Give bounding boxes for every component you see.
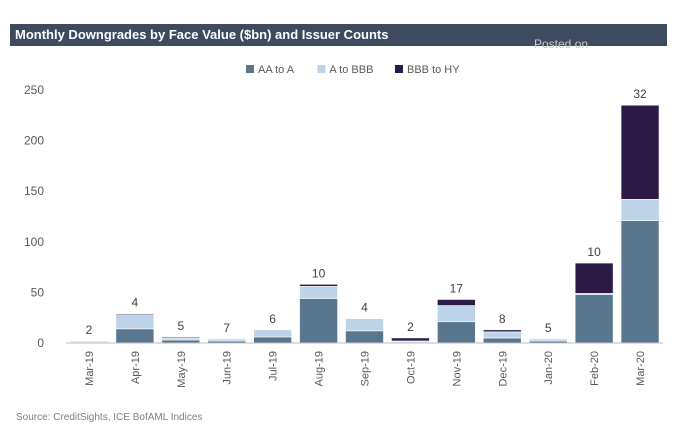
issuer-count-Jul-19: 6 [269, 312, 276, 326]
bar-Aug-19-series-0 [299, 298, 338, 344]
issuer-count-May-19: 5 [177, 319, 184, 333]
issuer-count-Nov-19: 17 [450, 281, 464, 295]
bar-Oct-19-series-2 [391, 337, 430, 342]
legend-label-2: BBB to HY [407, 64, 460, 76]
bar-Sep-19-series-0 [345, 330, 384, 344]
issuer-count-Mar-19: 2 [86, 323, 93, 337]
x-tick-label-Jun-19: Jun-19 [222, 351, 234, 385]
legend: AA to A A to BBB BBB to HY [246, 64, 460, 76]
bar-Nov-19-series-2 [437, 299, 476, 306]
bar-Dec-19-series-2 [482, 329, 522, 333]
issuer-count-Dec-19: 8 [499, 312, 506, 326]
bars [69, 104, 660, 344]
y-tick-label-0: 0 [37, 336, 44, 350]
watermark-text: Posted on [534, 37, 589, 51]
bar-Nov-19-series-1 [437, 305, 476, 323]
issuer-count-labels: 2 4 5 7 6 10 4 2 17 8 5 10 32 [86, 87, 647, 337]
bar-Jul-19-series-0 [253, 336, 292, 344]
x-axis: Mar-19 Apr-19 May-19 Jun-19 Jul-19 Aug-19 Sep-… [66, 342, 663, 388]
issuer-count-Sep-19: 4 [361, 301, 368, 315]
legend-swatch-2 [395, 65, 403, 73]
issuer-count-Mar-20: 32 [633, 87, 647, 101]
y-tick-label-4: 200 [24, 134, 44, 148]
bar-Nov-19-series-0 [437, 321, 476, 344]
bar-Feb-20-series-0 [574, 294, 614, 344]
x-tick-label-May-19: May-19 [176, 351, 188, 388]
y-axis: 0 50 100 150 200 250 [24, 83, 44, 350]
issuer-count-Feb-20: 10 [587, 245, 601, 259]
issuer-count-Apr-19: 4 [132, 296, 139, 310]
bar-Mar-20-series-2 [620, 104, 660, 200]
issuer-count-Aug-19: 10 [312, 266, 326, 280]
bar-Aug-19-series-1 [299, 286, 338, 299]
bar-Sep-19-series-1 [345, 318, 384, 332]
x-tick-label-Dec-19: Dec-19 [497, 351, 509, 386]
bar-Jan-20-series-1 [528, 338, 568, 342]
x-tick-label-Mar-20: Mar-20 [635, 351, 647, 386]
bar-Apr-19-series-1 [115, 314, 155, 330]
bar-Dec-19-series-1 [482, 331, 522, 339]
legend-swatch-0 [246, 65, 254, 73]
legend-swatch-1 [317, 65, 326, 73]
x-tick-label-Aug-19: Aug-19 [314, 351, 326, 386]
bar-Mar-19-series-1 [69, 340, 109, 343]
issuer-count-Jun-19: 7 [223, 321, 230, 335]
y-tick-label-5: 250 [24, 83, 44, 97]
bar-Feb-20-series-2 [574, 262, 614, 294]
bar-May-19-series-2 [161, 336, 201, 339]
legend-label-1: A to BBB [329, 64, 373, 76]
x-tick-label-Jul-19: Jul-19 [268, 351, 280, 381]
x-tick-label-Apr-19: Apr-19 [130, 351, 142, 384]
bar-Mar-20-series-1 [620, 198, 660, 221]
bar-Mar-20-series-0 [620, 220, 660, 344]
x-tick-label-Oct-19: Oct-19 [405, 351, 417, 384]
y-tick-label-3: 150 [24, 184, 44, 198]
bar-May-19-series-1 [161, 337, 201, 341]
bar-Aug-19-series-2 [299, 284, 338, 287]
bar-Dec-19-series-0 [482, 337, 522, 344]
source-note: Source: CreditSights, ICE BofAML Indices [16, 412, 203, 423]
y-tick-label-2: 100 [24, 235, 44, 249]
bar-Jun-19-series-1 [207, 338, 247, 342]
y-tick-label-1: 50 [31, 285, 45, 299]
x-tick-label-Mar-19: Mar-19 [84, 351, 96, 386]
issuer-count-Jan-20: 5 [545, 321, 552, 335]
chart-title: Monthly Downgrades by Face Value ($bn) a… [10, 24, 667, 46]
x-tick-label-Sep-19: Sep-19 [360, 351, 372, 386]
bar-Apr-19-series-0 [115, 328, 155, 344]
x-tick-label-Nov-19: Nov-19 [451, 351, 463, 386]
issuer-count-Oct-19: 2 [407, 320, 414, 334]
legend-label-0: AA to A [258, 64, 295, 76]
x-tick-label-Feb-20: Feb-20 [589, 351, 601, 386]
bar-Jul-19-series-1 [253, 329, 292, 338]
x-tick-label-Jan-20: Jan-20 [543, 351, 555, 385]
bar-Apr-19-series-2 [115, 313, 155, 315]
